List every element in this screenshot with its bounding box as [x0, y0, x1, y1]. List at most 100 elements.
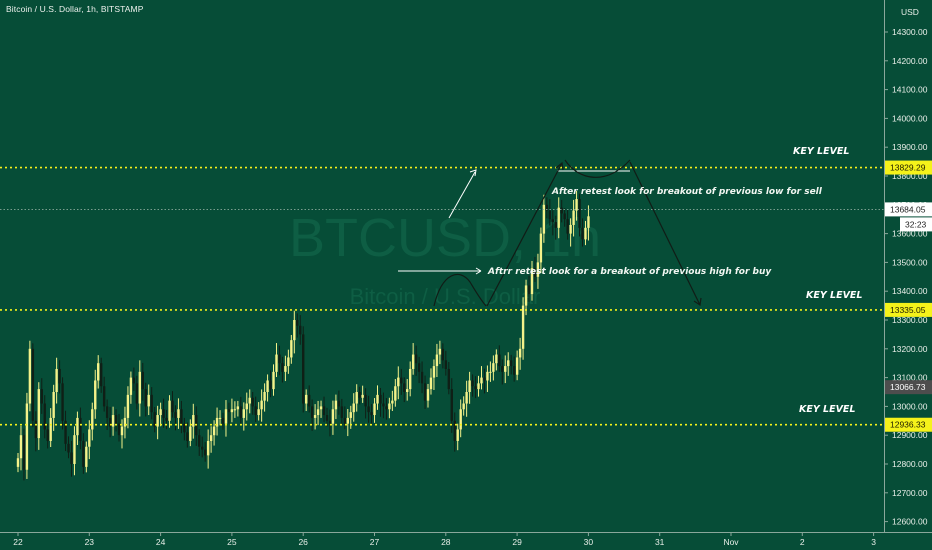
candle-body: [542, 204, 546, 234]
candle-body: [530, 268, 534, 295]
candle-body: [144, 389, 147, 407]
candle-body: [370, 412, 373, 416]
candle-body: [316, 409, 320, 416]
candle-body: [251, 397, 254, 407]
candle-body: [108, 417, 112, 427]
key-level-tag-bg: [885, 160, 932, 175]
candle-body: [105, 406, 109, 418]
price-tick-label: 12800.00: [892, 459, 928, 469]
candle-body: [299, 325, 302, 335]
candle-body: [566, 219, 569, 234]
candle-body: [489, 371, 492, 373]
retest-curve-upper: [564, 159, 631, 178]
candle-body: [406, 389, 409, 392]
white-arrow-head: [469, 169, 477, 177]
candle-body: [230, 409, 234, 413]
candle-body: [313, 415, 317, 418]
candle-body: [135, 383, 139, 404]
time-tick-label: 30: [584, 537, 594, 547]
candle-body: [212, 426, 216, 436]
candle-body: [132, 377, 136, 384]
drawing-tools[interactable]: [398, 159, 702, 307]
candle-body: [331, 409, 335, 424]
candle-body: [328, 420, 332, 424]
price-tick-label: 12600.00: [892, 517, 928, 527]
candle-body: [239, 406, 243, 418]
candle-body: [94, 380, 97, 410]
candle-body: [575, 199, 578, 211]
candle-body: [429, 377, 433, 390]
candle-body: [28, 348, 32, 404]
candle-body: [79, 417, 82, 441]
candle-body: [126, 394, 130, 418]
prev-high-arrow: [475, 267, 482, 275]
time-tick-label: 28: [441, 537, 451, 547]
candle-body: [450, 389, 453, 421]
candle-body: [426, 389, 430, 401]
current-price-tag: 13684.05: [890, 204, 926, 214]
candle-body: [432, 366, 436, 378]
candle-body: [272, 371, 275, 390]
candle-body: [40, 389, 43, 404]
candle-body: [447, 368, 451, 390]
candle-body: [400, 377, 403, 384]
candle-body: [325, 415, 329, 421]
candle-body: [221, 417, 225, 424]
candle-body: [569, 224, 572, 234]
candle-body: [275, 354, 278, 372]
buy-annotation: Aftrr retest look for a breakout of prev…: [487, 267, 772, 277]
candle-body: [307, 394, 311, 407]
price-tags-group: 13829.29 13335.05 12936.33 13684.05 32:23 130…: [885, 160, 932, 432]
candle-body: [364, 394, 367, 407]
candle-body: [512, 366, 516, 375]
candle-body: [123, 417, 127, 427]
candle-body: [111, 415, 115, 427]
candle-body: [403, 383, 406, 392]
path-down-line: [629, 161, 701, 306]
candle-body: [183, 423, 186, 433]
candle-body: [388, 403, 391, 410]
candle-body: [19, 435, 23, 459]
candle-body: [367, 406, 370, 413]
candle-body: [302, 334, 305, 404]
candle-body: [296, 320, 299, 326]
price-tick-label: 14300.00: [892, 27, 928, 37]
candle-body: [266, 380, 269, 392]
candle-body: [563, 213, 566, 220]
candle-body: [536, 262, 540, 277]
candle-body: [73, 435, 76, 464]
candle-body: [509, 360, 513, 367]
white-arrow-line: [448, 171, 476, 219]
candle-body: [587, 216, 590, 228]
candle-body: [25, 403, 29, 470]
candle-body: [322, 406, 326, 416]
candle-body: [46, 429, 49, 441]
candle-body: [159, 409, 162, 416]
time-tick-label: 24: [156, 537, 166, 547]
candle-body: [174, 412, 177, 418]
candle-body: [441, 348, 445, 361]
candle-body: [423, 383, 427, 401]
candle-body: [177, 409, 180, 418]
candle-body: [382, 403, 385, 407]
candle-body: [474, 386, 477, 390]
candle-body: [67, 443, 70, 453]
candle-body: [539, 233, 543, 263]
current-price-tag-bg: [885, 202, 932, 217]
candle-body: [471, 380, 474, 387]
candle-body: [459, 409, 462, 430]
candle-body: [248, 397, 251, 404]
candle-body: [114, 415, 118, 424]
candle-body: [88, 429, 91, 447]
candle-body: [76, 417, 79, 436]
candle-body: [254, 406, 257, 416]
candle-body: [465, 392, 468, 404]
candle-body: [349, 412, 352, 418]
candle-body: [453, 420, 456, 441]
candle-body: [64, 420, 67, 444]
candle-body: [117, 423, 121, 436]
candle-body: [343, 417, 347, 424]
symbol-title[interactable]: Bitcoin / U.S. Dollar, 1h, BITSTAMP: [6, 4, 144, 14]
